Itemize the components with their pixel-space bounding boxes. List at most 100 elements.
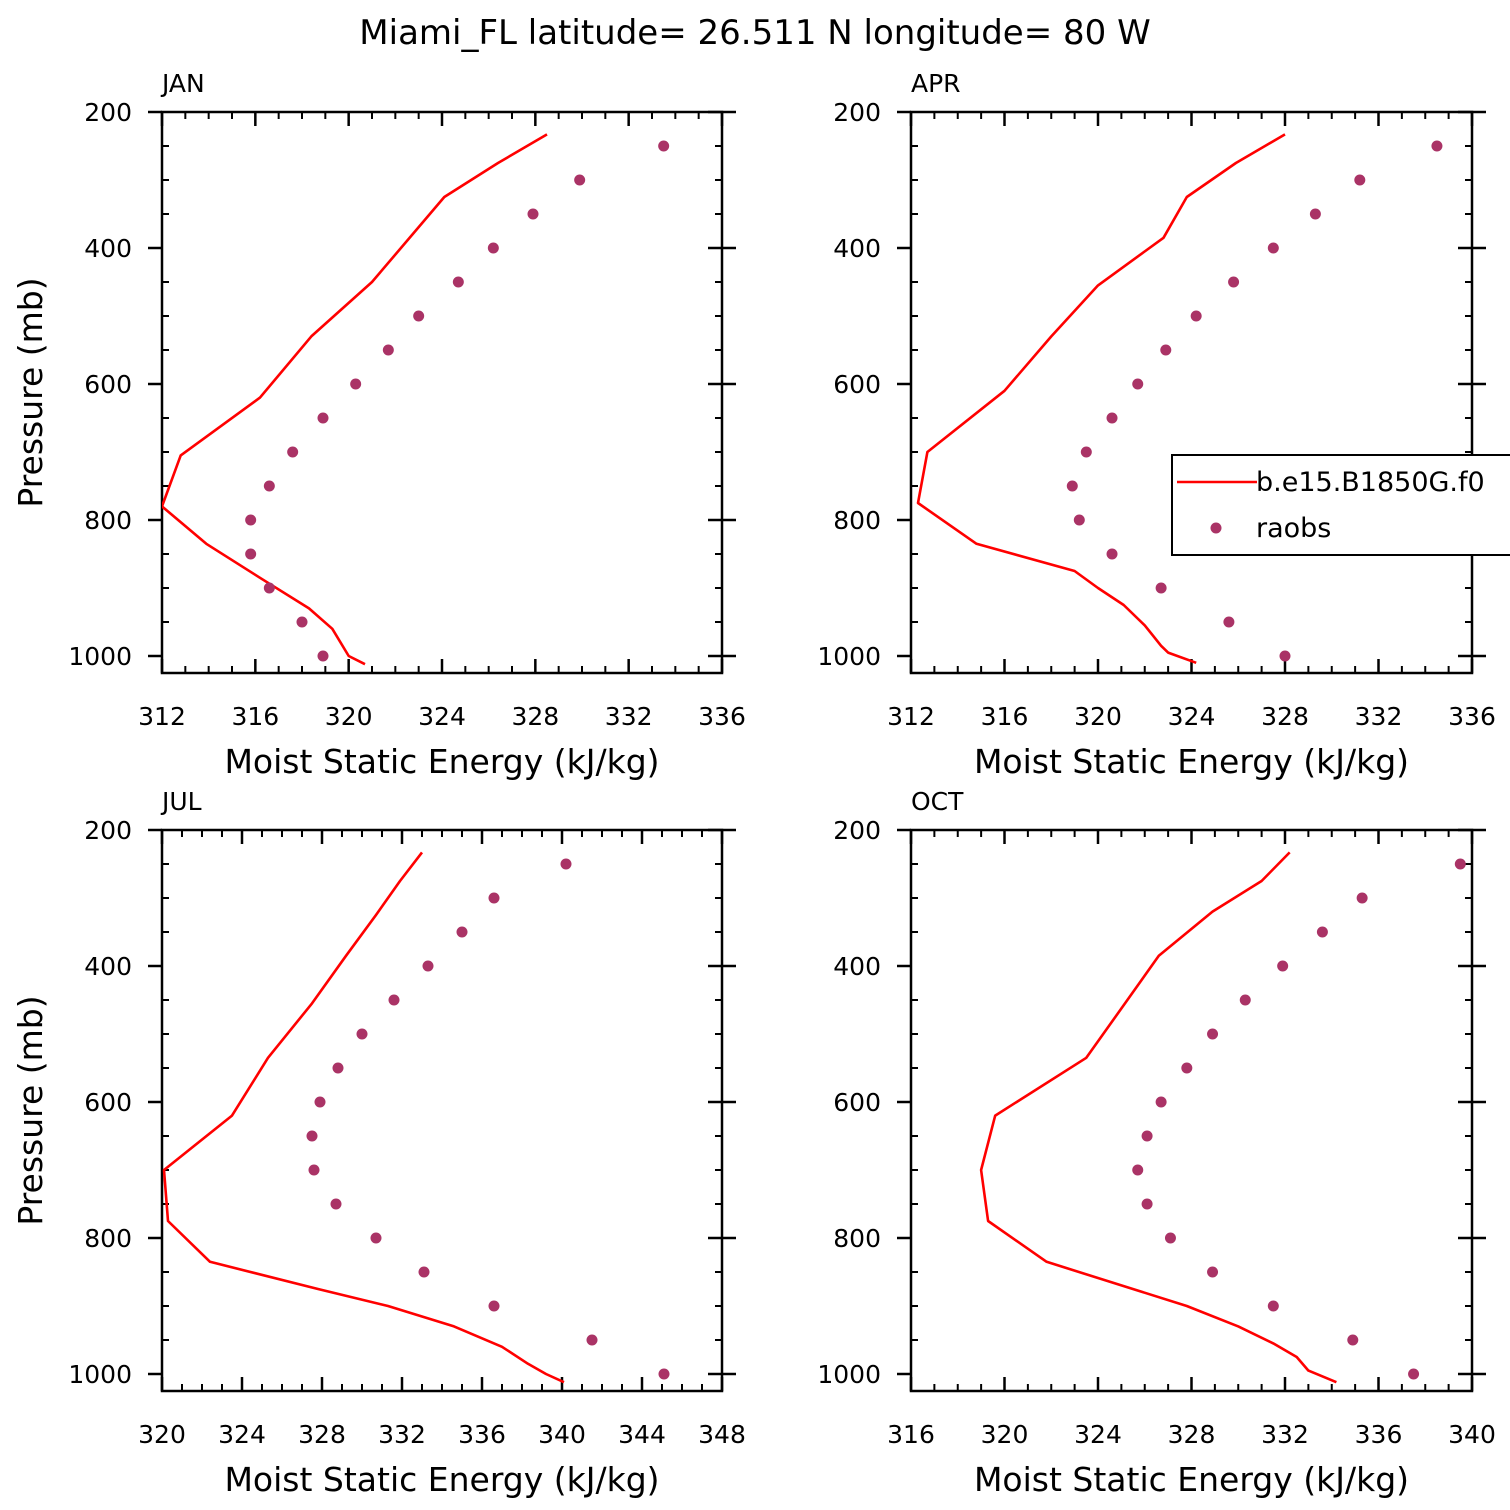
y-tick-label: 600	[833, 1088, 881, 1117]
y-tick-label: 400	[84, 952, 132, 981]
plot-frame	[160, 828, 724, 1393]
raobs-point	[1073, 514, 1085, 526]
x-tick-label: 316	[231, 702, 279, 731]
x-tick-label: 336	[458, 1420, 506, 1449]
y-tick-label: 1000	[817, 1360, 881, 1389]
x-axis-label: Moist Static Energy (kJ/kg)	[974, 742, 1409, 781]
x-axis-label: Moist Static Energy (kJ/kg)	[974, 1460, 1409, 1499]
x-tick-label: 332	[378, 1420, 426, 1449]
y-axis-label: Pressure (mb)	[11, 277, 50, 507]
raobs-point	[1228, 276, 1240, 288]
x-tick-label: 320	[325, 702, 373, 731]
raobs-point	[1160, 344, 1172, 356]
raobs-point	[1239, 994, 1251, 1006]
panel-jan: JAN 312 316 320 324 328 332 336 200 400 600 800 1000…	[11, 69, 746, 781]
raobs-point	[308, 1164, 320, 1176]
raobs-point	[317, 412, 329, 424]
panel-title: JUL	[160, 787, 202, 816]
raobs-point	[317, 650, 329, 662]
raobs-point	[1190, 310, 1202, 322]
legend-box	[1171, 454, 1510, 556]
x-tick-label: 324	[418, 702, 466, 731]
x-tick-label: 340	[1448, 1420, 1496, 1449]
x-tick-label: 324	[1168, 702, 1216, 731]
raobs-point	[1181, 1062, 1193, 1074]
model-series-line	[162, 133, 548, 666]
x-tick-label: 332	[605, 702, 653, 731]
y-tick-label: 800	[84, 506, 132, 535]
plot-frame	[909, 110, 1474, 675]
raobs-point	[350, 378, 362, 390]
panels: JAN 312 316 320 324 328 332 336 200 400 600 800 1000…	[11, 69, 1510, 1499]
model-series-line	[162, 851, 565, 1384]
raobs-point	[488, 1300, 500, 1312]
y-tick-label: 800	[833, 1224, 881, 1253]
raobs-point	[1132, 378, 1144, 390]
raobs-point	[245, 514, 257, 526]
x-tick-label: 316	[981, 702, 1029, 731]
y-tick-label: 200	[84, 816, 132, 845]
x-tick-label: 332	[1355, 702, 1403, 731]
raobs-point	[574, 174, 586, 186]
raobs-point	[488, 892, 500, 904]
raobs-point	[1207, 1266, 1219, 1278]
panel-title: JAN	[160, 69, 205, 98]
raobs-point	[413, 310, 425, 322]
raobs-point	[245, 548, 257, 560]
raobs-point	[1066, 480, 1078, 492]
raobs-point	[263, 582, 275, 594]
y-tick-label: 600	[84, 1088, 132, 1117]
raobs-point	[1279, 650, 1291, 662]
y-tick-label: 200	[833, 816, 881, 845]
raobs-point	[382, 344, 394, 356]
raobs-point	[1408, 1368, 1420, 1380]
y-tick-label: 400	[833, 234, 881, 263]
panel-title: APR	[911, 69, 961, 98]
x-tick-label: 316	[887, 1420, 935, 1449]
model-series-line	[979, 851, 1337, 1384]
x-tick-label: 336	[1355, 1420, 1403, 1449]
x-axis-label: Moist Static Energy (kJ/kg)	[224, 742, 659, 781]
y-tick-label: 600	[833, 370, 881, 399]
legend-raobs-swatch	[1210, 522, 1222, 534]
raobs-point	[1155, 582, 1167, 594]
raobs-point	[1267, 1300, 1279, 1312]
x-tick-label: 348	[698, 1420, 746, 1449]
x-tick-label: 328	[1261, 702, 1309, 731]
raobs-point	[1141, 1198, 1153, 1210]
raobs-point	[1080, 446, 1092, 458]
x-tick-label: 324	[218, 1420, 266, 1449]
model-series-line	[916, 133, 1286, 665]
raobs-point	[452, 276, 464, 288]
raobs-point	[314, 1096, 326, 1108]
raobs-point	[658, 140, 670, 152]
panel-apr: APR 312 316 320 324 328 332 336 200 400 600 800 1000…	[817, 69, 1510, 781]
y-tick-label: 800	[833, 506, 881, 535]
legend: b.e15.B1850G.f0 raobs	[1171, 454, 1510, 556]
raobs-point	[287, 446, 299, 458]
x-tick-label: 328	[1168, 1420, 1216, 1449]
raobs-point	[1106, 412, 1118, 424]
raobs-point	[1431, 140, 1443, 152]
raobs-point	[527, 208, 539, 220]
raobs-point	[332, 1062, 344, 1074]
raobs-point	[1106, 548, 1118, 560]
panel-title: OCT	[911, 787, 964, 816]
y-tick-label: 400	[84, 234, 132, 263]
raobs-point	[330, 1198, 342, 1210]
raobs-point	[1207, 1028, 1219, 1040]
raobs-point	[370, 1232, 382, 1244]
y-tick-label: 400	[833, 952, 881, 981]
x-tick-label: 320	[981, 1420, 1029, 1449]
x-tick-label: 340	[538, 1420, 586, 1449]
raobs-point	[1141, 1130, 1153, 1142]
y-tick-label: 800	[84, 1224, 132, 1253]
raobs-point	[296, 616, 308, 628]
x-tick-label: 312	[138, 702, 186, 731]
x-tick-label: 328	[511, 702, 559, 731]
raobs-point	[1155, 1096, 1167, 1108]
plot-frame	[160, 110, 724, 675]
panel-jul: JUL 320 324 328 332 336 340 344 348 200 400 600 800 1…	[11, 787, 746, 1499]
x-tick-label: 332	[1261, 1420, 1309, 1449]
